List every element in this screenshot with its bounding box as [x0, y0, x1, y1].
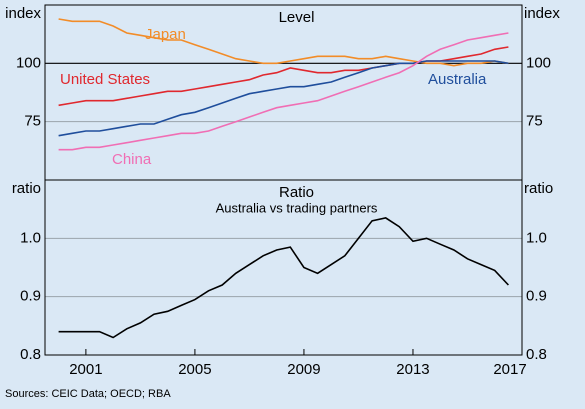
series-label: United States — [60, 71, 150, 88]
y-axis-label-right: ratio — [524, 180, 553, 197]
series-label: China — [112, 151, 152, 168]
y-axis-label: ratio — [12, 180, 41, 197]
y-axis-label-right: index — [524, 5, 560, 22]
y-tick-label: 100 — [16, 54, 41, 71]
series-line — [58, 32, 509, 151]
y-tick-label-right: 0.9 — [526, 288, 547, 305]
y-tick-label-right: 100 — [526, 54, 551, 71]
x-tick-label: 2009 — [287, 361, 320, 378]
y-tick-label-right: 1.0 — [526, 229, 547, 246]
panel-title: Level — [279, 9, 315, 26]
y-tick-label-right: 0.8 — [526, 346, 547, 363]
series-label: Australia — [428, 71, 487, 88]
panel-subtitle: Australia vs trading partners — [216, 200, 378, 215]
panel-title: Ratio — [279, 184, 314, 201]
x-tick-label: 2001 — [69, 361, 102, 378]
series-label: Japan — [145, 26, 186, 43]
series-line — [58, 18, 509, 67]
plot-frame — [44, 179, 523, 356]
series-line — [58, 60, 509, 137]
series-line — [58, 217, 509, 339]
y-tick-label: 1.0 — [20, 229, 41, 246]
y-tick-label-right: 75 — [526, 113, 543, 130]
x-tick-label: 2005 — [178, 361, 211, 378]
y-tick-label: 75 — [24, 113, 41, 130]
x-tick-label: 2013 — [396, 361, 429, 378]
x-tick-label: 2017 — [493, 361, 526, 378]
source: Sources: CEIC Data; OECD; RBA — [5, 388, 171, 400]
y-tick-label: 0.8 — [20, 346, 41, 363]
y-axis-label: index — [5, 5, 41, 22]
y-tick-label: 0.9 — [20, 288, 41, 305]
